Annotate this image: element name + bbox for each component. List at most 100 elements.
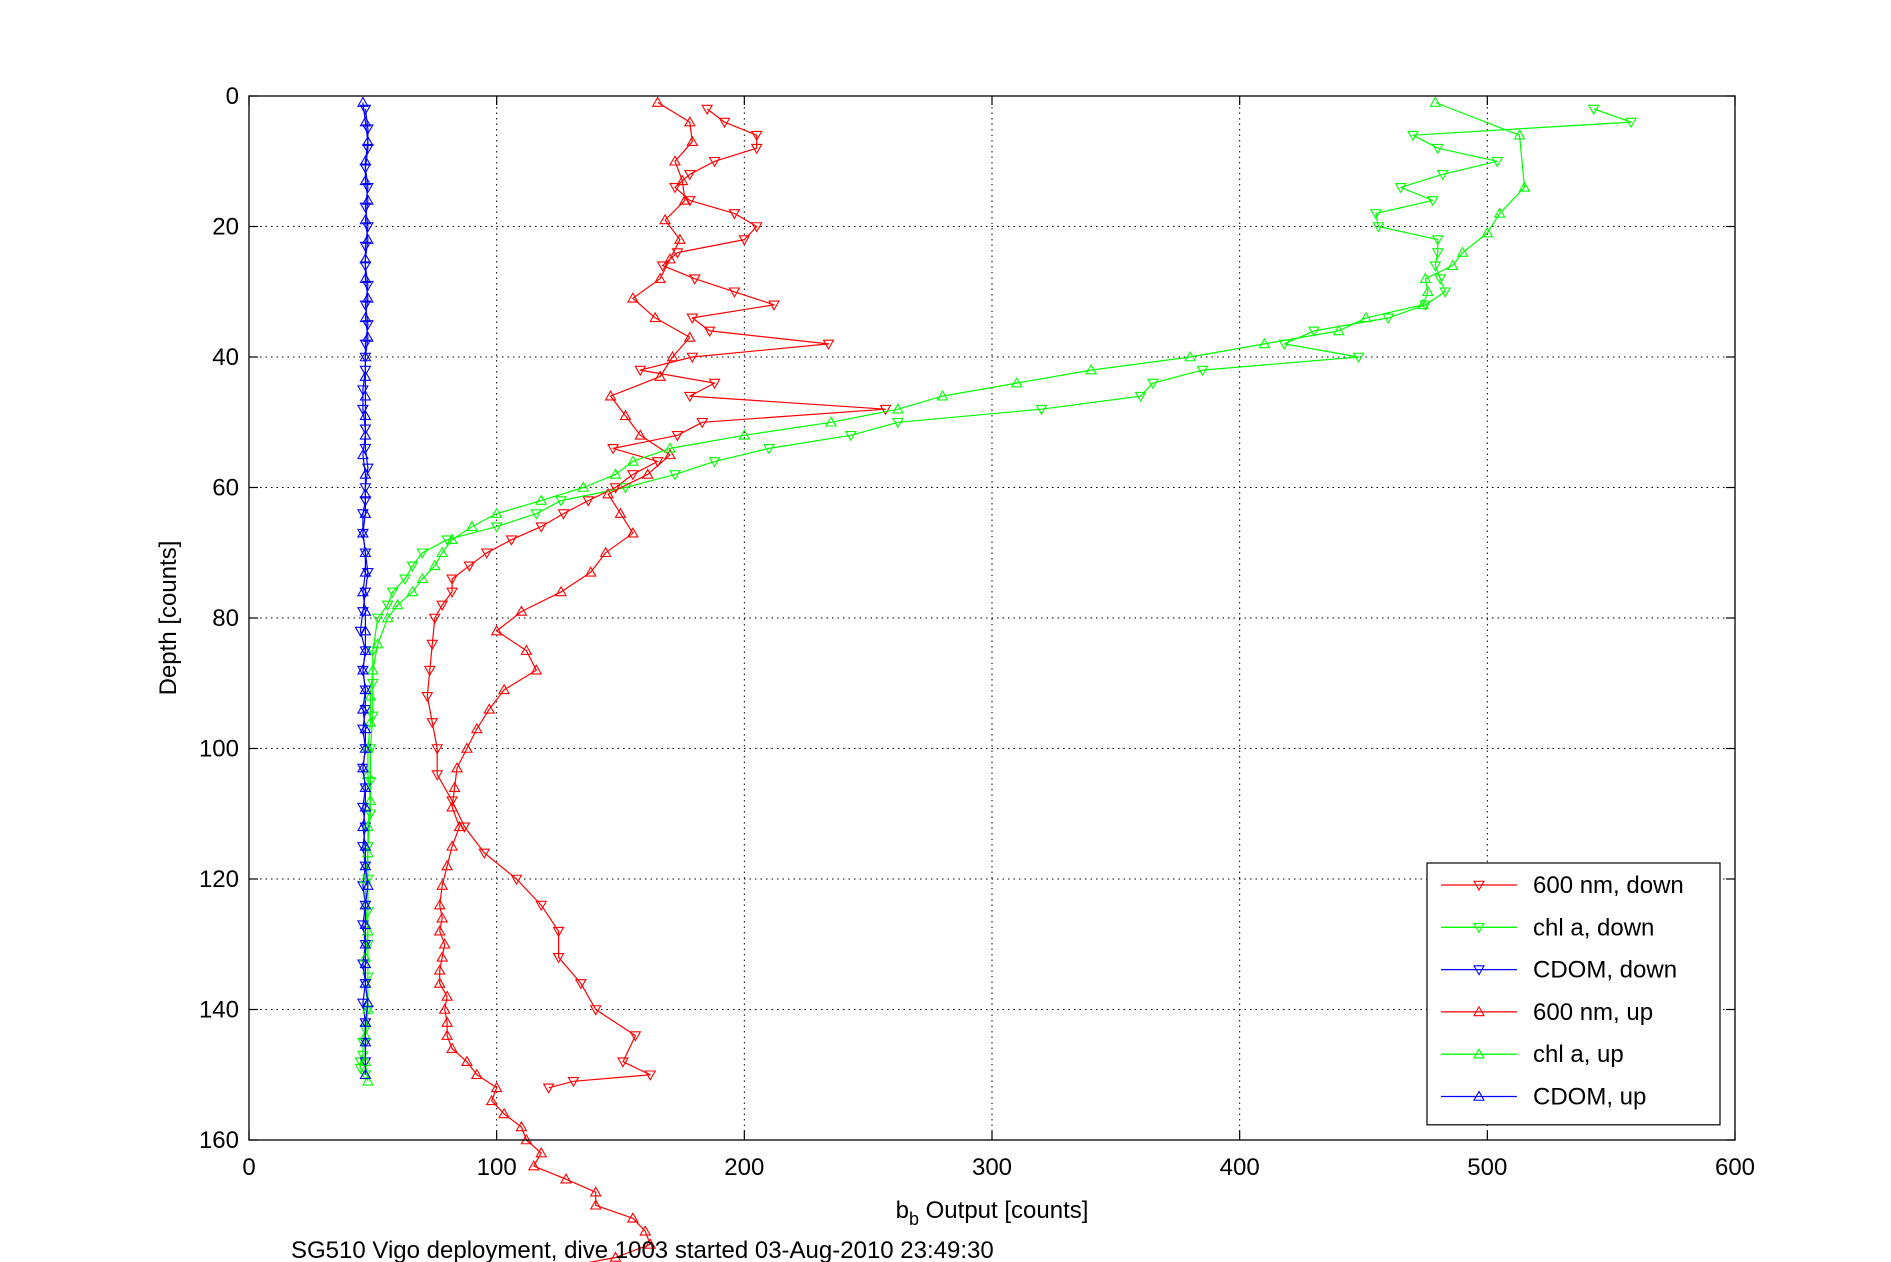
data-point	[644, 1070, 657, 1081]
legend-entry: CDOM, down	[1441, 957, 1677, 984]
data-point	[515, 605, 528, 616]
data-point	[356, 448, 369, 460]
data-point	[490, 507, 503, 518]
data-point	[359, 644, 372, 655]
data-point	[879, 404, 892, 416]
data-point	[1372, 222, 1385, 233]
data-point	[535, 494, 548, 505]
y-tick-label: 120	[199, 866, 239, 893]
data-point	[708, 156, 721, 168]
data-point	[664, 253, 676, 264]
data-point	[361, 1003, 374, 1014]
data-point	[359, 104, 372, 116]
data-point	[515, 1120, 528, 1132]
data-point	[673, 233, 686, 244]
data-point	[359, 781, 372, 792]
data-point	[359, 241, 372, 253]
legend-entry: chl a, up	[1441, 1041, 1624, 1068]
data-point	[359, 742, 372, 753]
data-point	[936, 390, 949, 401]
data-point	[406, 561, 419, 572]
data-point	[639, 1225, 652, 1236]
legend-label: 600 nm, up	[1533, 999, 1653, 1026]
data-point	[614, 507, 627, 518]
data-point	[825, 416, 837, 427]
data-point	[426, 718, 439, 729]
data-point	[527, 1159, 540, 1171]
data-point	[683, 391, 696, 403]
data-point	[498, 683, 511, 695]
data-point	[1431, 143, 1444, 155]
data-point	[359, 429, 372, 440]
x-axis-label: bb Output [counts]	[896, 1197, 1089, 1229]
data-point	[1491, 156, 1504, 168]
data-point	[1035, 404, 1048, 416]
data-point	[1456, 246, 1469, 257]
data-point	[446, 574, 459, 585]
x-axis-label-rest: Output [counts]	[919, 1197, 1088, 1224]
data-point	[359, 1036, 372, 1047]
data-point	[686, 352, 699, 364]
legend: 600 nm, down chl a, down CDOM, down 600 nm,…	[1426, 862, 1721, 1126]
x-tick-label: 400	[1220, 1154, 1260, 1181]
data-point	[359, 115, 372, 127]
data-point	[1625, 117, 1637, 129]
data-point	[478, 848, 491, 860]
data-point	[359, 390, 372, 401]
legend-marker	[1473, 880, 1485, 892]
data-point	[359, 918, 372, 929]
data-point	[359, 977, 372, 988]
data-point	[552, 926, 565, 938]
data-point	[557, 509, 570, 520]
x-tick-label: 500	[1467, 1154, 1507, 1181]
data-point	[436, 879, 449, 890]
data-point	[361, 331, 374, 342]
data-point	[574, 979, 587, 990]
data-point	[542, 1083, 555, 1094]
data-point	[626, 470, 639, 481]
data-point	[490, 624, 503, 636]
data-point	[535, 900, 548, 912]
data-point	[361, 222, 374, 233]
data-point	[683, 331, 696, 342]
data-point	[381, 600, 394, 612]
y-tick-label: 80	[212, 605, 239, 632]
series-line	[359, 108, 1632, 1076]
data-point	[436, 951, 449, 962]
data-point	[460, 742, 473, 753]
data-point	[530, 664, 543, 675]
data-point	[686, 313, 699, 324]
data-point	[359, 300, 372, 311]
data-point	[654, 370, 667, 381]
data-point	[463, 561, 476, 572]
data-point	[609, 1251, 622, 1262]
data-point	[1407, 130, 1419, 142]
data-point	[626, 1212, 639, 1223]
data-point	[582, 496, 595, 507]
legend-box	[1426, 862, 1721, 1126]
data-point	[520, 644, 533, 655]
data-point	[359, 272, 372, 284]
data-point	[359, 938, 372, 949]
data-point	[359, 801, 372, 812]
data-point	[441, 990, 454, 1001]
data-point	[678, 194, 691, 205]
data-point	[651, 96, 664, 107]
data-point	[361, 320, 374, 331]
data-point	[359, 1016, 372, 1027]
data-point	[1446, 259, 1459, 270]
data-point	[1431, 235, 1444, 246]
data-point	[371, 637, 384, 649]
data-point	[359, 898, 372, 910]
data-point	[458, 822, 471, 833]
data-point	[361, 194, 374, 205]
data-point	[366, 664, 379, 675]
data-point	[460, 1055, 473, 1066]
data-point	[683, 115, 696, 127]
data-point	[359, 624, 372, 636]
data-point	[436, 546, 449, 558]
data-point	[406, 585, 419, 597]
data-point	[361, 124, 374, 135]
data-point	[1426, 196, 1439, 207]
